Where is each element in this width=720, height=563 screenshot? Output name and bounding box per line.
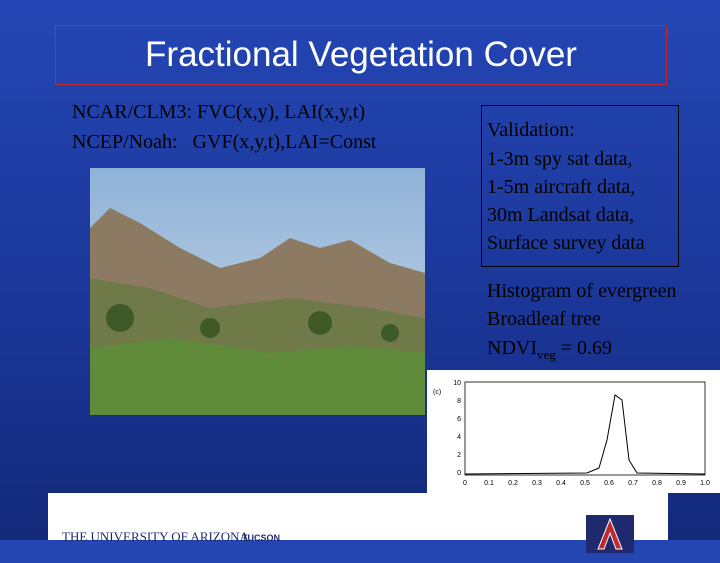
panel-label: (c) [433, 389, 441, 396]
histogram-line: Histogram of evergreen [487, 280, 677, 302]
validation-box [481, 105, 679, 267]
x-tick-label: 0.2 [508, 480, 518, 487]
university: THE UNIVERSITY OF ARIZONA [62, 529, 250, 544]
x-tick-label: 0.1 [484, 480, 494, 487]
histogram-figure: (c) 10 8 6 4 2 0 0 0.1 0.2 0.3 0.4 0.5 0.6 0.7 0.8 0.9… [427, 370, 720, 493]
x-tick-label: 0.4 [556, 480, 566, 487]
y-tick-label: 4 [457, 434, 461, 441]
footer: THE UNIVERSITY OF ARIZONA TUCSON [48, 493, 668, 553]
x-tick-label: 0.3 [532, 480, 542, 487]
x-tick-label: 0.8 [652, 480, 662, 487]
x-tick-label: 0.6 [604, 480, 614, 487]
y-tick-label: 10 [453, 380, 461, 387]
histogram-line: Broadleaf tree [487, 308, 601, 330]
ndvi-line: NDVIveg = 0.69 [487, 334, 612, 369]
x-tick-label: 1.0 [700, 480, 710, 487]
model-line: NCEP/Noah: GVF(x,y,t),LAI=Const [72, 131, 377, 153]
validation-item: 1-3m spy sat data, [487, 148, 633, 170]
city: TUCSON [242, 533, 280, 543]
x-tick-label: 0.5 [580, 480, 590, 487]
x-tick-label: 0.9 [676, 480, 686, 487]
validation-item: 30m Landsat data, [487, 204, 635, 226]
validation-item: Surface survey data [487, 232, 645, 254]
y-tick-label: 6 [457, 416, 461, 423]
x-tick-label: 0.7 [628, 480, 638, 487]
ndvi-rest: = 0.69 [555, 337, 613, 359]
validation-item: 1-5m aircraft data, [487, 176, 636, 198]
y-tick-label: 8 [457, 398, 461, 405]
ndvi-sub: veg [537, 347, 556, 362]
validation-heading: Validation: [487, 119, 575, 141]
ndvi-base: NDVI [487, 337, 537, 359]
title: Fractional Vegetation Cover [145, 35, 577, 74]
x-tick-label: 0 [463, 480, 467, 487]
y-tick-label: 2 [457, 452, 461, 459]
footer-logo: THE UNIVERSITY OF ARIZONA TUCSON [62, 515, 634, 553]
model-line: NCAR/CLM3: FVC(x,y), LAI(x,y,t) [72, 101, 366, 123]
photo [90, 168, 425, 415]
y-tick-label: 0 [457, 470, 461, 477]
title-box: Fractional Vegetation Cover [55, 25, 667, 85]
